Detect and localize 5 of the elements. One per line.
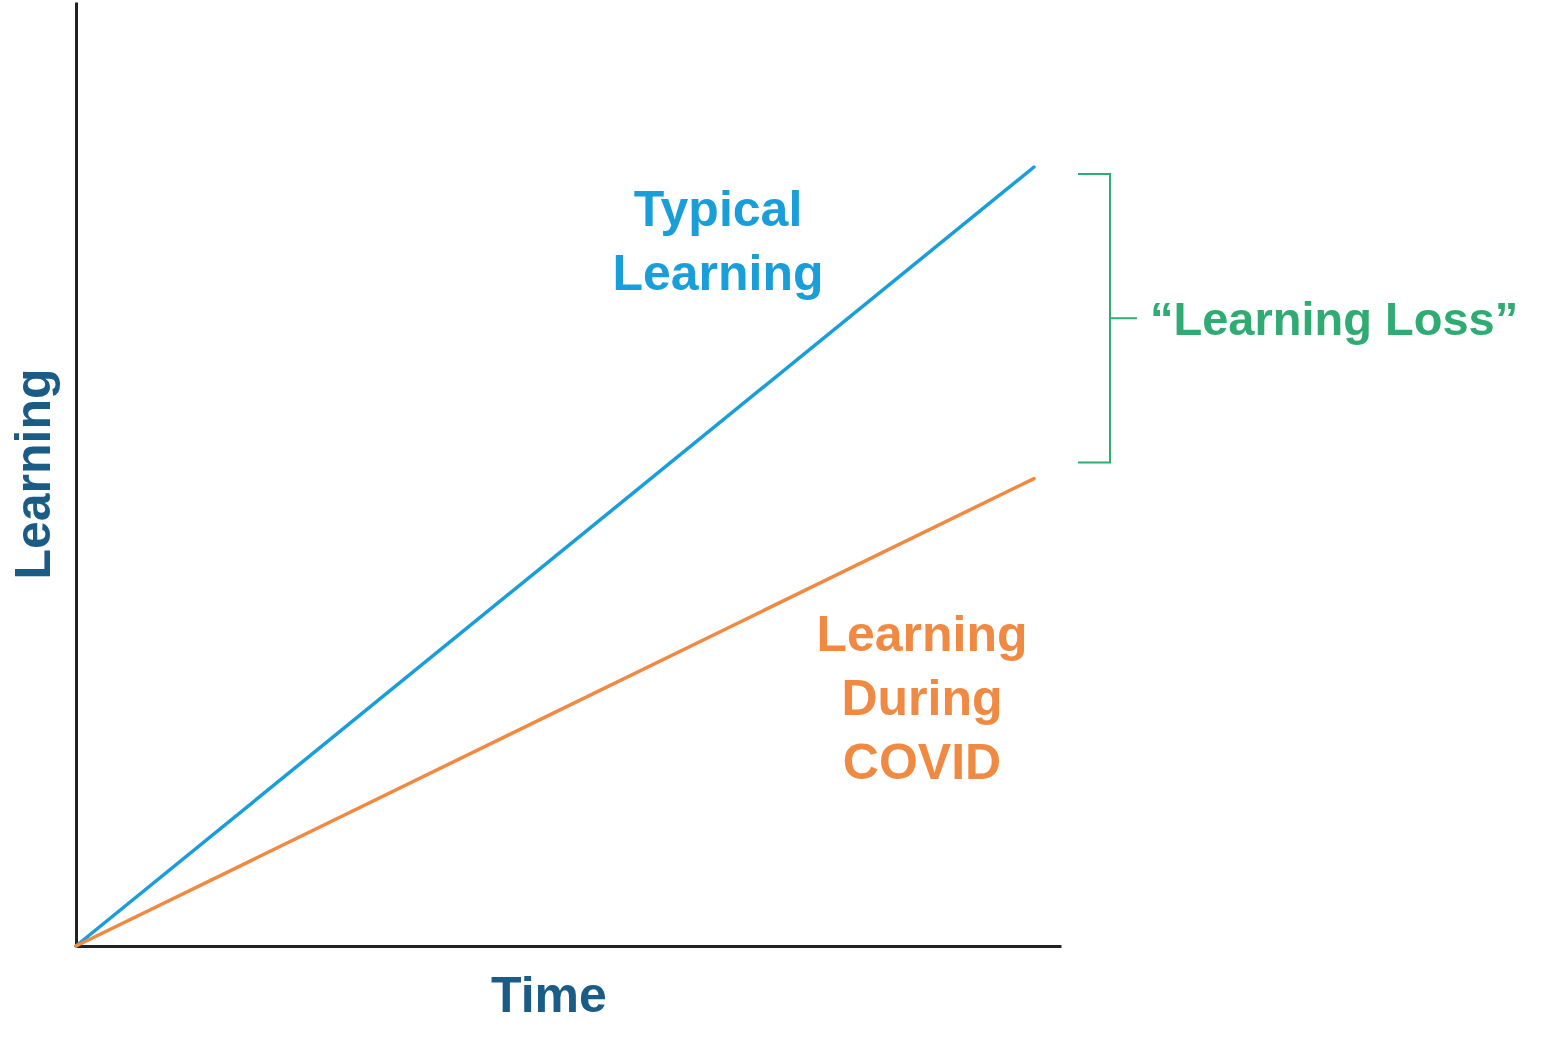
series-label: Learning During COVID bbox=[816, 606, 1028, 790]
x-axis-title: Time bbox=[491, 967, 607, 1023]
y-axis-title: Learning bbox=[5, 368, 61, 580]
series-label: Typical Learning bbox=[612, 181, 824, 301]
annotation: “Learning Loss” bbox=[1150, 292, 1519, 346]
